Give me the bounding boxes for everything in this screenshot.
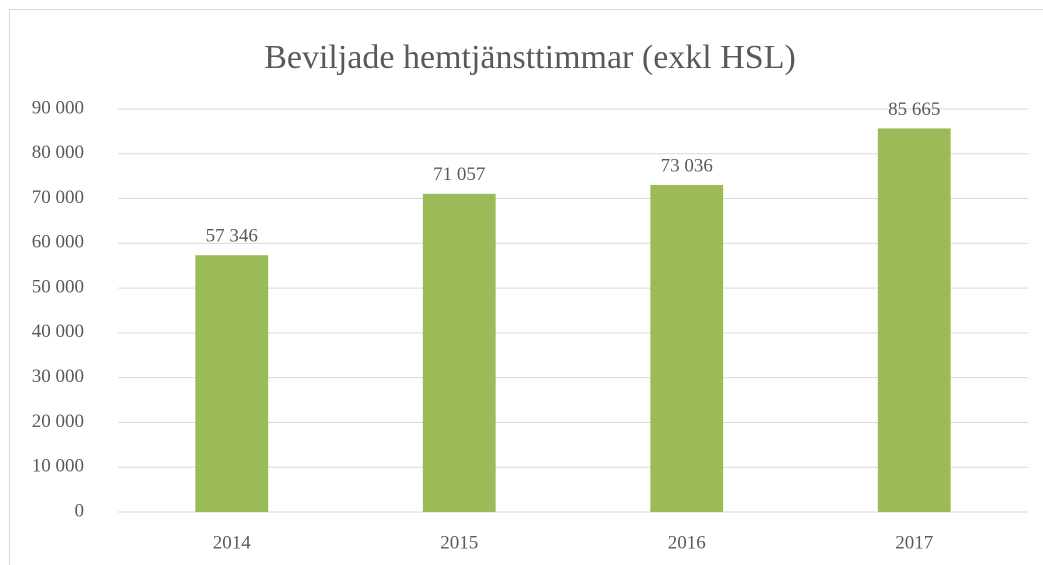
y-tick-label: 60 000 — [32, 232, 84, 253]
y-tick-label: 40 000 — [32, 321, 84, 342]
y-tick-label: 70 000 — [32, 187, 84, 208]
x-tick-label: 2014 — [213, 532, 252, 553]
bar — [877, 128, 951, 512]
y-tick-label: 30 000 — [32, 366, 84, 387]
data-label: 85 665 — [888, 99, 940, 120]
y-tick-label: 20 000 — [32, 411, 84, 432]
chart-title: Beviljade hemtjänsttimmar (exkl HSL) — [264, 39, 796, 76]
x-tick-label: 2017 — [895, 532, 933, 553]
y-tick-label: 80 000 — [32, 142, 84, 163]
bar — [195, 255, 269, 513]
data-label: 71 057 — [433, 164, 485, 185]
data-label: 57 346 — [206, 226, 258, 247]
x-tick-label: 2016 — [668, 532, 706, 553]
y-tick-label: 90 000 — [32, 97, 84, 118]
data-label: 73 036 — [661, 155, 713, 176]
chart-border — [9, 9, 1043, 565]
bar — [650, 184, 724, 512]
y-tick-label: 50 000 — [32, 276, 84, 297]
y-tick-label: 10 000 — [32, 456, 84, 477]
bar — [422, 193, 496, 512]
y-tick-label: 0 — [75, 500, 85, 521]
x-tick-label: 2015 — [440, 532, 478, 553]
